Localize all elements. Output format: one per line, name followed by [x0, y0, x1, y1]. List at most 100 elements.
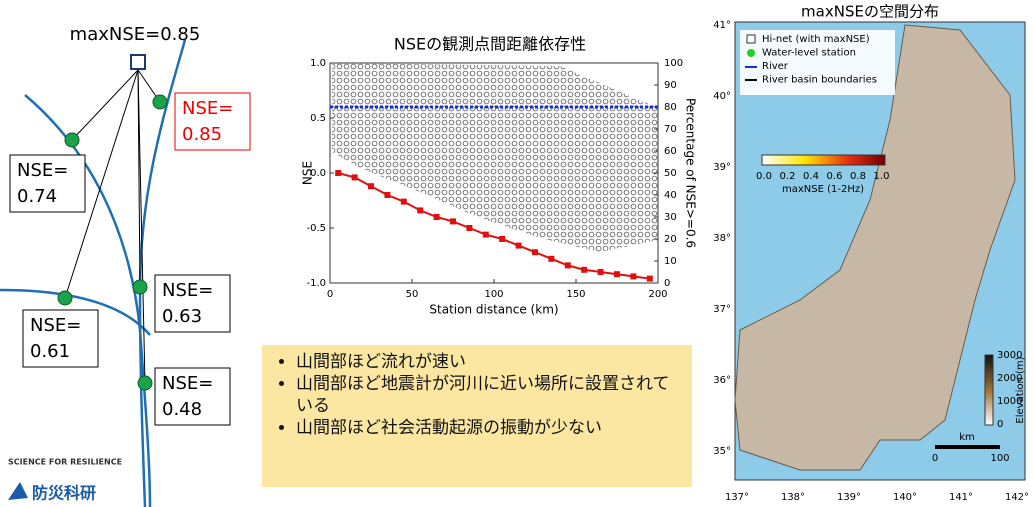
- series-point: [630, 273, 636, 279]
- y2-tick-label: 10: [664, 256, 677, 267]
- x-axis-label: Station distance (km): [429, 303, 558, 317]
- y-tick-label: 0.5: [310, 113, 326, 124]
- nse-label: 0.61: [30, 341, 70, 362]
- y2-tick-label: 60: [664, 146, 677, 157]
- nse-label: NSE=: [162, 373, 213, 394]
- lat-tick: 37°: [713, 304, 731, 315]
- gauge: [153, 95, 167, 109]
- series-point: [499, 236, 505, 242]
- gauge: [65, 133, 79, 147]
- page: body { margin: 0; width: 1033px; height:…: [0, 0, 1033, 507]
- series-point: [548, 256, 554, 262]
- gauge: [138, 376, 152, 390]
- colorbar-tick: 0.2: [780, 171, 796, 182]
- lat-tick: 36°: [713, 375, 731, 386]
- colorbar-tick: 0.4: [803, 171, 819, 182]
- y-tick-label: 1.0: [310, 58, 326, 69]
- nse-label: NSE=: [182, 98, 233, 119]
- bullet: 山間部ほど地震計が河川に近い場所に設置されている: [296, 373, 682, 417]
- x-tick-label: 50: [406, 289, 419, 300]
- nse-label: NSE=: [30, 315, 81, 336]
- river-diagram: maxNSE=0.85: [0, 24, 200, 507]
- scale-label: km: [959, 432, 975, 443]
- gauge: [133, 280, 147, 294]
- colorbar-tick: 1.0: [874, 171, 890, 182]
- lon-tick: 141°: [949, 492, 973, 503]
- map-title: maxNSEの空間分布: [801, 3, 939, 21]
- logo-tagline: SCIENCE FOR RESILIENCE: [8, 458, 122, 467]
- logo-name: 防災科研: [32, 484, 96, 503]
- nse-label: 0.85: [182, 124, 222, 145]
- nse-label: 0.63: [162, 306, 202, 327]
- colorbar-label: maxNSE (1-2Hz): [782, 184, 864, 195]
- scatter-cloud: [332, 63, 658, 252]
- legend-label: Water-level station: [762, 48, 856, 59]
- series-point: [565, 262, 571, 268]
- bullet: 山間部ほど社会活動起源の振動が少ない: [296, 417, 682, 439]
- scale-tick: 0: [932, 453, 938, 464]
- colorbar-tick: 0.0: [756, 171, 772, 182]
- series-point: [417, 207, 423, 213]
- series-point: [450, 218, 456, 224]
- nse-label: 0.48: [162, 399, 202, 420]
- legend-label: River: [762, 61, 789, 72]
- elevation-label: Elevation (m): [1015, 356, 1026, 423]
- logo-mark: [8, 482, 28, 500]
- lat-tick: 35°: [713, 446, 731, 457]
- chart-title: NSEの観測点間距離依存性: [394, 35, 586, 54]
- bullet-list: 山間部ほど流れが速い 山間部ほど地震計が河川に近い場所に設置されている 山間部ほ…: [272, 351, 682, 439]
- y-tick-label: -1.0: [306, 278, 326, 289]
- link: [72, 70, 138, 140]
- lat-tick: 41°: [713, 20, 731, 31]
- series-point: [352, 174, 358, 180]
- y2-tick-label: 20: [664, 234, 677, 245]
- y2-tick-label: 0: [664, 278, 670, 289]
- y2-tick-label: 70: [664, 124, 677, 135]
- legend-symbol: [747, 49, 755, 57]
- series-point: [434, 214, 440, 220]
- lon-tick: 139°: [837, 492, 861, 503]
- y-axis-label: NSE: [301, 161, 315, 185]
- y2-axis-label: Percentage of NSE>=0.6: [684, 98, 698, 248]
- y2-tick-label: 40: [664, 190, 677, 201]
- elevation-bar: [985, 355, 993, 425]
- series-point: [647, 276, 653, 282]
- nse-label: NSE=: [162, 280, 213, 301]
- lat-tick: 39°: [713, 162, 731, 173]
- y2-tick-label: 80: [664, 102, 677, 113]
- lon-tick: 140°: [893, 492, 917, 503]
- x-tick-label: 150: [566, 289, 585, 300]
- y2-tick-label: 50: [664, 168, 677, 179]
- nse-label: 0.74: [17, 186, 57, 207]
- y2-tick-label: 30: [664, 212, 677, 223]
- bullet-box: 山間部ほど流れが速い 山間部ほど地震計が河川に近い場所に設置されている 山間部ほ…: [262, 345, 692, 487]
- series-point: [368, 183, 374, 189]
- y2-tick-label: 90: [664, 80, 677, 91]
- lat-tick: 38°: [713, 233, 731, 244]
- x-tick-label: 0: [327, 289, 333, 300]
- series-point: [384, 192, 390, 198]
- series-point: [483, 232, 489, 238]
- legend-label: Hi-net (with maxNSE): [762, 34, 870, 45]
- series-point: [614, 271, 620, 277]
- series-point: [401, 199, 407, 205]
- legend-symbol: [747, 35, 755, 43]
- lon-tick: 142°: [1005, 492, 1029, 503]
- series-point: [532, 249, 538, 255]
- series-point: [466, 225, 472, 231]
- y2-tick-label: 100: [664, 58, 683, 69]
- series-point: [598, 269, 604, 275]
- elevation-tick: 0: [997, 419, 1003, 430]
- lat-tick: 40°: [713, 91, 731, 102]
- colorbar-tick: 0.8: [850, 171, 866, 182]
- x-tick-label: 100: [484, 289, 503, 300]
- y-tick-label: -0.5: [306, 223, 326, 234]
- seismometer: [131, 55, 145, 69]
- colorbar-tick: 0.6: [827, 171, 843, 182]
- lon-tick: 138°: [781, 492, 805, 503]
- nse-label: NSE=: [17, 160, 68, 181]
- bullet: 山間部ほど流れが速い: [296, 351, 682, 373]
- scale-bar: [935, 445, 1000, 449]
- gauge: [58, 291, 72, 305]
- slide: { "diagram": { "title": "maxNSE=0.85", "…: [0, 0, 1033, 507]
